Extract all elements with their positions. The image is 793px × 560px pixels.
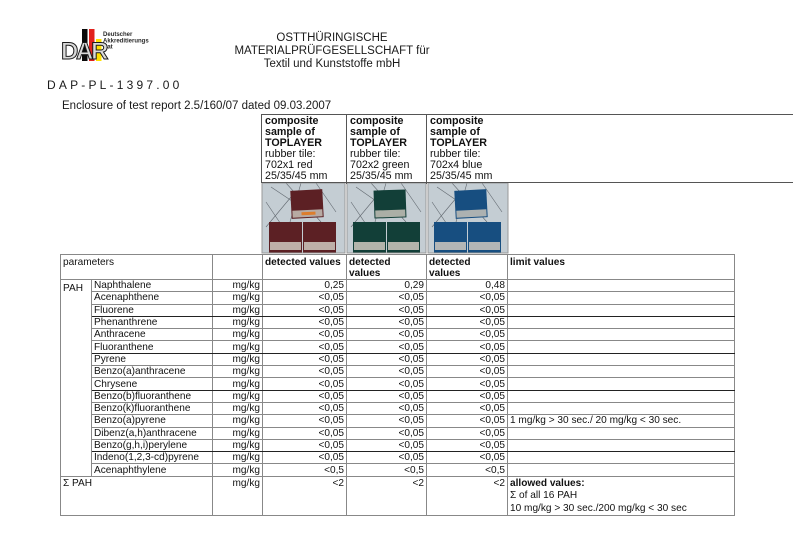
- svg-text:Deutscher: Deutscher: [103, 32, 133, 38]
- svg-text:DAR: DAR: [61, 38, 108, 65]
- svg-text:Akkreditierungs: Akkreditierungs: [103, 38, 149, 44]
